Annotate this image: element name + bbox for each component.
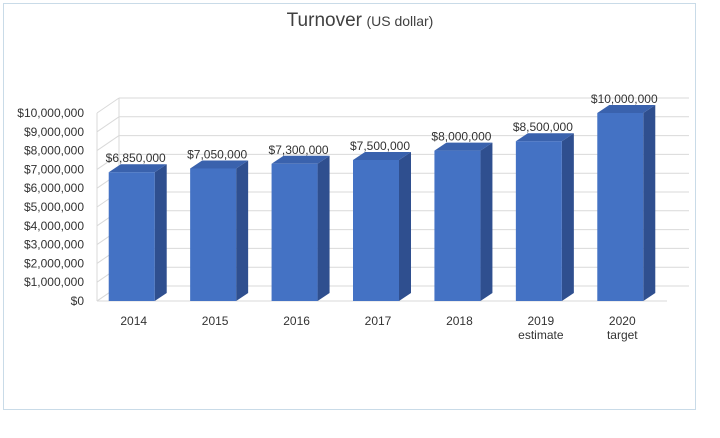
- bar-side: [236, 160, 249, 301]
- bar-top: [353, 152, 411, 160]
- bar: [597, 113, 644, 301]
- data-label: $7,050,000: [187, 147, 247, 161]
- bar-side: [561, 133, 574, 301]
- y-tick-label: $10,000,000: [17, 106, 84, 120]
- gridline-side: [96, 135, 120, 152]
- chart-title-block: Turnover (US dollar): [0, 10, 720, 32]
- x-tick-label: 2016: [283, 314, 310, 328]
- data-label: $10,000,000: [591, 92, 658, 106]
- gridline-side: [96, 116, 120, 133]
- y-tick-label: $2,000,000: [24, 256, 84, 270]
- y-tick-label: $0: [71, 294, 85, 308]
- chart-subtitle: (US dollar): [366, 13, 434, 29]
- data-label: $7,500,000: [350, 139, 410, 153]
- bar: [271, 163, 318, 301]
- x-tick-label: 2017: [365, 314, 392, 328]
- x-tick-label: 2014: [120, 314, 147, 328]
- x-tick-label: 2020: [609, 314, 636, 328]
- bar-side: [399, 152, 411, 301]
- bar-top: [271, 155, 330, 164]
- bar: [515, 141, 562, 301]
- bar: [434, 150, 481, 301]
- bar-side: [643, 105, 656, 301]
- bar-top: [108, 164, 167, 173]
- y-tick-label: $9,000,000: [24, 125, 84, 139]
- data-label: $8,500,000: [513, 120, 573, 134]
- y-tick-label: $6,000,000: [24, 181, 84, 195]
- bar-top: [190, 160, 249, 169]
- bar-top: [515, 133, 574, 142]
- x-tick-label: 2015: [202, 314, 229, 328]
- bar-side: [154, 164, 167, 301]
- data-label: $7,300,000: [269, 143, 329, 157]
- x-tick-label: 2019: [528, 314, 555, 328]
- bar: [108, 172, 155, 301]
- data-label: $8,000,000: [431, 130, 491, 144]
- x-tick-label: 2018: [446, 314, 473, 328]
- x-tick-label: estimate: [518, 328, 564, 342]
- bar: [190, 168, 237, 301]
- bar-side: [317, 155, 330, 301]
- y-tick-label: $4,000,000: [24, 219, 84, 233]
- y-tick-label: $8,000,000: [24, 144, 84, 158]
- data-label: $6,850,000: [106, 151, 166, 165]
- x-tick-label: target: [607, 328, 638, 342]
- gridline-side: [96, 153, 120, 170]
- gridline-side: [96, 97, 120, 114]
- bar-top: [597, 105, 656, 113]
- y-tick-label: $7,000,000: [24, 162, 84, 176]
- bar-side: [480, 142, 493, 301]
- y-tick-label: $5,000,000: [24, 200, 84, 214]
- bar-top: [434, 142, 493, 151]
- bar: [353, 160, 399, 301]
- y-tick-label: $3,000,000: [24, 238, 84, 252]
- chart-title: Turnover: [286, 10, 362, 31]
- y-tick-label: $1,000,000: [24, 275, 84, 289]
